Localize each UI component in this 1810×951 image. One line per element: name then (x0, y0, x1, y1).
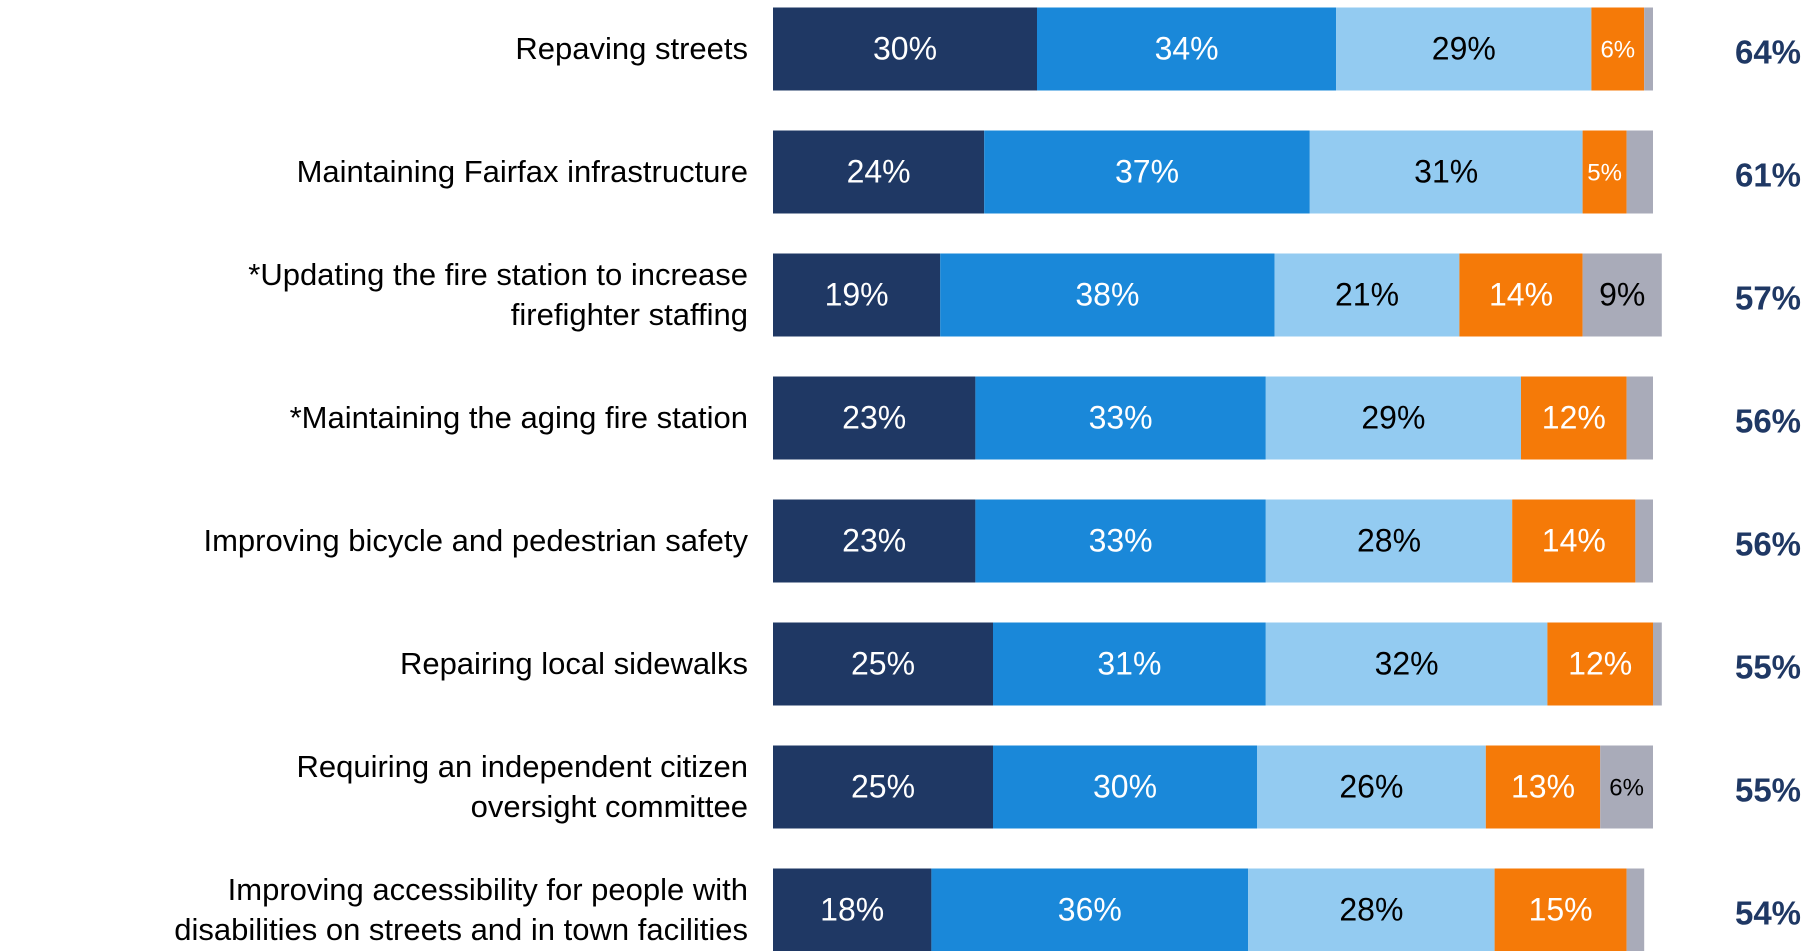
bar-segment (1600, 745, 1653, 829)
bar-segment (1653, 622, 1662, 706)
category-label: *Updating the fire station to increase f… (248, 257, 748, 332)
bar-segment (773, 499, 976, 583)
category-label: Maintaining Fairfax infrastructure (296, 154, 748, 189)
bar-segment (1512, 499, 1636, 583)
value-label: 32% (1375, 645, 1439, 681)
bar-segment (1644, 7, 1653, 91)
bar-segment (1494, 868, 1627, 951)
value-label: 18% (820, 891, 884, 927)
value-label: 25% (851, 645, 915, 681)
value-label: 33% (1089, 399, 1153, 435)
value-label: 34% (1155, 30, 1219, 66)
value-label: 21% (1335, 276, 1399, 312)
bar-segment (773, 7, 1037, 91)
total-label: 57% (1735, 280, 1801, 317)
bar-segment (1582, 253, 1662, 337)
total-label: 54% (1735, 895, 1801, 932)
bar-segment (1309, 130, 1583, 214)
value-label: 23% (842, 399, 906, 435)
value-label: 23% (842, 522, 906, 558)
value-label: 26% (1339, 768, 1403, 804)
total-label: 56% (1735, 526, 1801, 563)
value-label: 36% (1058, 891, 1122, 927)
category-label: Improving accessibility for people with … (174, 872, 748, 947)
bar-segment (975, 376, 1266, 460)
category-label: Repaving streets (515, 31, 748, 66)
value-label: 14% (1489, 276, 1553, 312)
value-label: 38% (1075, 276, 1139, 312)
value-label: 19% (825, 276, 889, 312)
value-label: 31% (1414, 153, 1478, 189)
bar-segment (1459, 253, 1583, 337)
value-label: 33% (1089, 522, 1153, 558)
value-label: 6% (1609, 774, 1644, 801)
bar-segment (1547, 622, 1653, 706)
value-label: 5% (1587, 159, 1622, 186)
bar-segment (773, 745, 993, 829)
value-label: 30% (873, 30, 937, 66)
value-label: 15% (1529, 891, 1593, 927)
bar-segment (1626, 868, 1645, 951)
bar-segment (773, 622, 993, 706)
bar-segment (1626, 376, 1653, 460)
bar-segment (993, 745, 1257, 829)
total-label: 64% (1735, 34, 1801, 71)
bar-segment (1336, 7, 1592, 91)
bar-segment (1635, 499, 1653, 583)
bar-segment (1265, 376, 1521, 460)
category-label: Requiring an independent citizen oversig… (296, 749, 748, 824)
bar-segment (1037, 7, 1337, 91)
category-label: Improving bicycle and pedestrian safety (203, 523, 748, 558)
value-label: 29% (1361, 399, 1425, 435)
value-label: 14% (1542, 522, 1606, 558)
bar-segment (1521, 376, 1627, 460)
bar-segment (984, 130, 1310, 214)
bar-segment (773, 253, 941, 337)
bar-segment (975, 499, 1266, 583)
value-label: 24% (847, 153, 911, 189)
bar-segment (1274, 253, 1460, 337)
bar-segment (931, 868, 1249, 951)
value-label: 12% (1542, 399, 1606, 435)
total-label: 55% (1735, 649, 1801, 686)
value-label: 31% (1097, 645, 1161, 681)
bar-segment (993, 622, 1266, 706)
bar-segment (1265, 622, 1548, 706)
category-label: *Maintaining the aging fire station (289, 400, 748, 435)
value-label: 28% (1357, 522, 1421, 558)
value-label: 6% (1600, 36, 1635, 63)
value-label: 25% (851, 768, 915, 804)
bar-segment (1248, 868, 1495, 951)
value-label: 9% (1599, 276, 1645, 312)
value-label: 12% (1568, 645, 1632, 681)
bar-segment (773, 376, 976, 460)
category-label: Repairing local sidewalks (399, 646, 748, 681)
bar-segment (1591, 7, 1645, 91)
bar-segment (940, 253, 1275, 337)
total-label: 61% (1735, 157, 1801, 194)
bar-segment (1485, 745, 1601, 829)
bar-segment (1582, 130, 1627, 214)
bar-segment (1626, 130, 1653, 214)
total-label: 55% (1735, 772, 1801, 809)
value-label: 30% (1093, 768, 1157, 804)
value-label: 13% (1511, 768, 1575, 804)
value-label: 29% (1432, 30, 1496, 66)
bar-segment (1257, 745, 1486, 829)
value-label: 28% (1339, 891, 1403, 927)
bar-segment (1265, 499, 1513, 583)
bar-segment (773, 130, 985, 214)
bar-segment (773, 868, 932, 951)
value-label: 37% (1115, 153, 1179, 189)
total-label: 56% (1735, 403, 1801, 440)
